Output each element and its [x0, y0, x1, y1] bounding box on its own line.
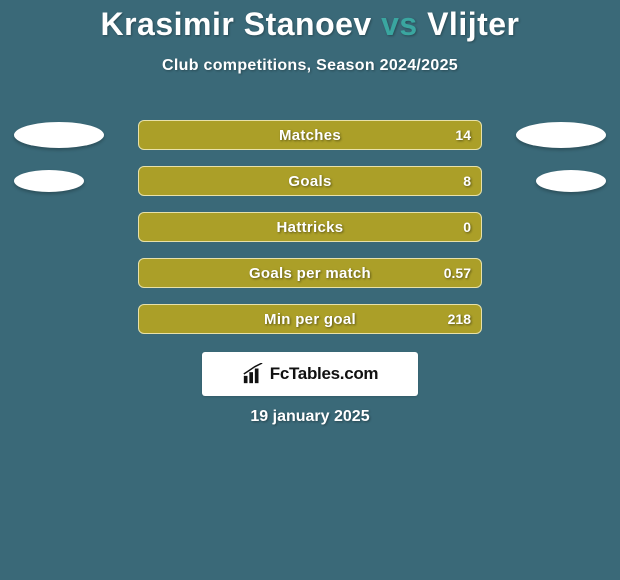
stat-value: 218: [448, 305, 471, 333]
right-marker: [516, 122, 606, 148]
player1-name: Krasimir Stanoev: [100, 6, 371, 42]
date: 19 january 2025: [0, 408, 620, 426]
brand-badge: FcTables.com: [202, 352, 418, 396]
left-marker: [14, 122, 104, 148]
stat-row: Goals8: [0, 166, 620, 196]
right-marker: [536, 170, 606, 192]
stat-row: Matches14: [0, 120, 620, 150]
stat-label: Min per goal: [139, 305, 481, 333]
stat-bar: Goals per match0.57: [138, 258, 482, 288]
stat-bar: Matches14: [138, 120, 482, 150]
left-marker: [14, 170, 84, 192]
stat-value: 0: [463, 213, 471, 241]
vs-text: vs: [381, 6, 418, 42]
brand-text: FcTables.com: [270, 364, 379, 384]
stat-value: 14: [455, 121, 471, 149]
stat-label: Matches: [139, 121, 481, 149]
page-title: Krasimir Stanoev vs Vlijter: [0, 0, 620, 43]
stat-bar: Goals8: [138, 166, 482, 196]
comparison-infographic: Krasimir Stanoev vs Vlijter Club competi…: [0, 0, 620, 580]
stat-bar: Min per goal218: [138, 304, 482, 334]
stats-bars: Matches14 Goals8 Hattricks0 Goals per match…: [0, 120, 620, 350]
stat-row: Min per goal218: [0, 304, 620, 334]
player2-name: Vlijter: [427, 6, 519, 42]
stat-label: Goals: [139, 167, 481, 195]
bar-chart-icon: [242, 363, 264, 385]
stat-label: Hattricks: [139, 213, 481, 241]
stat-value: 0.57: [444, 259, 471, 287]
stat-row: Goals per match0.57: [0, 258, 620, 288]
stat-value: 8: [463, 167, 471, 195]
subtitle: Club competitions, Season 2024/2025: [0, 57, 620, 75]
stat-bar: Hattricks0: [138, 212, 482, 242]
stat-row: Hattricks0: [0, 212, 620, 242]
stat-label: Goals per match: [139, 259, 481, 287]
